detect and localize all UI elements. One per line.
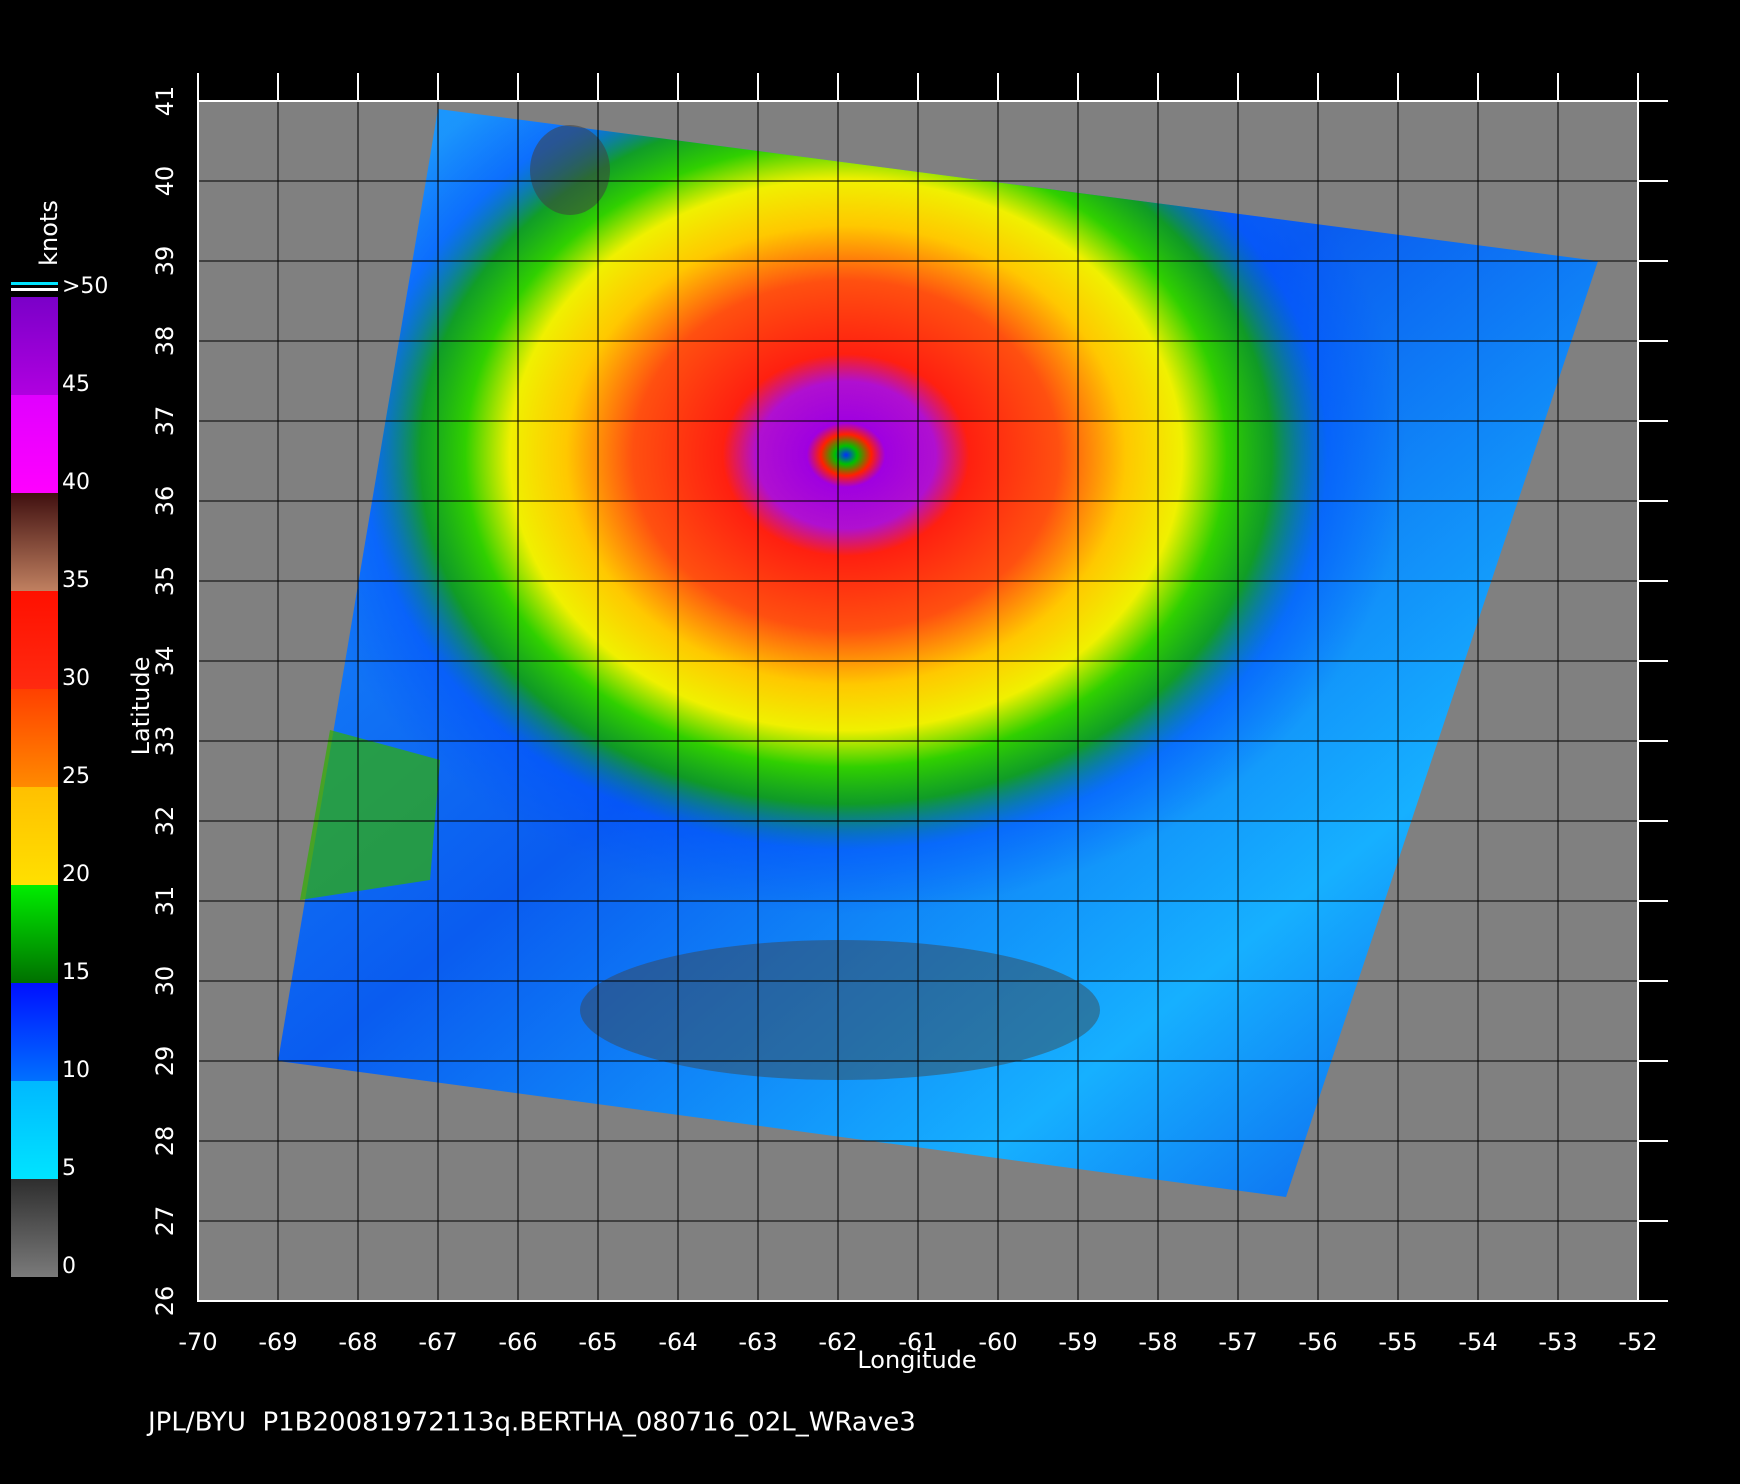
y-axis-label: Latitude <box>127 657 155 756</box>
y-tick-label: 41 <box>151 86 179 117</box>
y-tick-label: 26 <box>151 1286 179 1317</box>
x-tick-label: -67 <box>418 1328 457 1356</box>
y-tick-label: 30 <box>151 966 179 997</box>
x-tick-label: -69 <box>258 1328 297 1356</box>
colorbar-tick-label: 0 <box>62 1254 76 1279</box>
colorbar-band <box>11 297 58 395</box>
y-tick-label: 40 <box>151 166 179 197</box>
colorbar-tick-label: 15 <box>62 960 90 985</box>
colorbar-tick-label: 5 <box>62 1156 76 1181</box>
colorbar-band <box>11 591 58 689</box>
x-tick-label: -60 <box>978 1328 1017 1356</box>
x-tick-label: -65 <box>578 1328 617 1356</box>
y-tick-label: 31 <box>151 886 179 917</box>
y-tick-label: 38 <box>151 326 179 357</box>
colorbar-tick-label: 45 <box>62 372 90 397</box>
y-tick-label: 27 <box>151 1206 179 1237</box>
x-tick-label: -59 <box>1058 1328 1097 1356</box>
x-tick-label: -52 <box>1618 1328 1657 1356</box>
colorbar-cap <box>11 288 58 291</box>
x-tick-label: -58 <box>1138 1328 1177 1356</box>
x-tick-label: -55 <box>1378 1328 1417 1356</box>
y-tick-label: 35 <box>151 566 179 597</box>
colorbar-cap <box>11 282 58 285</box>
colorbar-tick-label: 30 <box>62 666 90 691</box>
colorbar-band <box>11 395 58 493</box>
colorbar-tick-label: >50 <box>62 274 108 299</box>
colorbar-band <box>11 885 58 983</box>
x-tick-label: -56 <box>1298 1328 1337 1356</box>
colorbar-band <box>11 493 58 591</box>
x-tick-label: -66 <box>498 1328 537 1356</box>
colorbar-band <box>11 1179 58 1277</box>
footer: JPL/BYU P1B20081972113q.BERTHA_080716_02… <box>146 1408 916 1438</box>
x-tick-label: -62 <box>818 1328 857 1356</box>
x-tick-label: -64 <box>658 1328 697 1356</box>
y-tick-label: 33 <box>151 726 179 757</box>
y-tick-label: 39 <box>151 246 179 277</box>
x-axis-label: Longitude <box>857 1346 976 1374</box>
y-tick-label: 37 <box>151 406 179 437</box>
y-tick-label: 36 <box>151 486 179 517</box>
colorbar-band <box>11 1081 58 1179</box>
y-tick-label: 28 <box>151 1126 179 1157</box>
colorbar-tick-label: 25 <box>62 764 90 789</box>
colorbar-tick-label: 20 <box>62 862 90 887</box>
low-wind-patch <box>580 940 1100 1080</box>
y-tick-label: 34 <box>151 646 179 677</box>
grid <box>197 100 1639 1302</box>
low-wind-patch <box>530 125 610 215</box>
x-tick-label: -68 <box>338 1328 377 1356</box>
x-tick-label: -54 <box>1458 1328 1497 1356</box>
y-tick-label: 29 <box>151 1046 179 1077</box>
colorbar-band <box>11 983 58 1081</box>
colorbar-label: knots <box>35 200 63 266</box>
x-tick-label: -57 <box>1218 1328 1257 1356</box>
colorbar-tick-label: 35 <box>62 568 90 593</box>
storm-wind-field <box>278 109 1598 1197</box>
y-tick-label: 32 <box>151 806 179 837</box>
colorbar-tick-label: 40 <box>62 470 90 495</box>
x-tick-label: -70 <box>178 1328 217 1356</box>
x-tick-label: -53 <box>1538 1328 1577 1356</box>
colorbar-band <box>11 787 58 885</box>
colorbar-band <box>11 689 58 787</box>
colorbar-tick-label: 10 <box>62 1058 90 1083</box>
x-tick-label: -63 <box>738 1328 777 1356</box>
wind-patch <box>300 730 440 900</box>
x-tick-label: -61 <box>898 1328 937 1356</box>
